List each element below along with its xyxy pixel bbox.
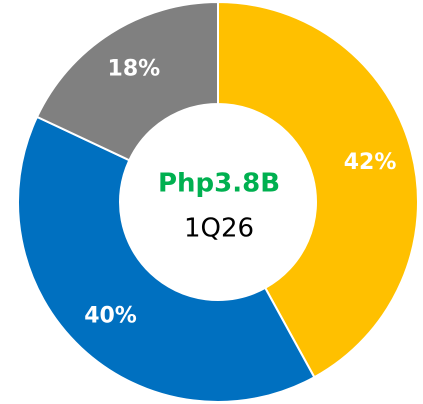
center-label: Php3.8B [158, 169, 280, 199]
slice [17, 115, 316, 403]
center-sublabel: 1Q26 [184, 214, 254, 244]
slice [35, 0, 219, 162]
value-label: 42% [344, 150, 397, 175]
slices [17, 0, 419, 403]
value-label: 40% [84, 303, 137, 328]
value-label: 18% [108, 56, 161, 81]
slice [217, 0, 419, 379]
